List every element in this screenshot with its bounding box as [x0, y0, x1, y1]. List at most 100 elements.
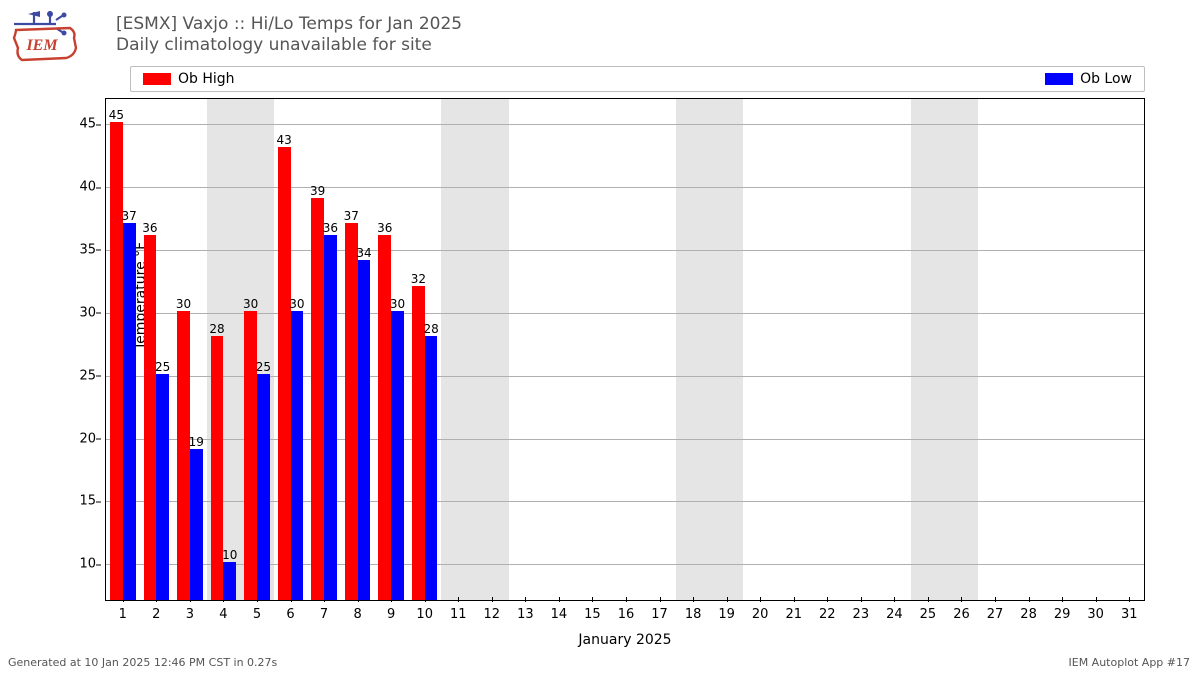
bar-high [278, 147, 291, 600]
weekend-band [441, 99, 475, 600]
bar-high-label: 30 [176, 297, 191, 311]
y-tick-label: 20 [56, 431, 96, 446]
bar-low-label: 30 [289, 297, 304, 311]
weekend-band [676, 99, 710, 600]
x-tick-label: 12 [477, 607, 507, 622]
y-tick-label: 30 [56, 305, 96, 320]
x-tick-label: 14 [544, 607, 574, 622]
y-tick-label: 40 [56, 180, 96, 195]
svg-text:IEM: IEM [25, 37, 58, 54]
x-tick-label: 11 [443, 607, 473, 622]
x-tick-label: 20 [745, 607, 775, 622]
footer-generated: Generated at 10 Jan 2025 12:46 PM CST in… [8, 656, 277, 669]
title-line-1: [ESMX] Vaxjo :: Hi/Lo Temps for Jan 2025 [116, 14, 462, 35]
gridline [106, 250, 1144, 251]
x-tick-label: 15 [577, 607, 607, 622]
weekend-band [945, 99, 979, 600]
weekend-band [475, 99, 509, 600]
bar-high [311, 198, 324, 600]
bar-low [324, 235, 337, 600]
legend-label-low: Ob Low [1080, 71, 1132, 87]
x-tick-label: 3 [175, 607, 205, 622]
x-tick-label: 2 [141, 607, 171, 622]
bar-high [110, 122, 123, 600]
bar-high-label: 39 [310, 184, 325, 198]
x-tick-label: 8 [343, 607, 373, 622]
x-tick-label: 9 [376, 607, 406, 622]
bar-low [156, 374, 169, 600]
bar-low-label: 10 [222, 548, 237, 562]
bar-low [425, 336, 438, 600]
x-tick-label: 10 [410, 607, 440, 622]
x-tick-label: 21 [779, 607, 809, 622]
bar-low-label: 25 [256, 360, 271, 374]
bar-low-label: 25 [155, 360, 170, 374]
legend-label-high: Ob High [178, 71, 235, 87]
x-tick-label: 6 [276, 607, 306, 622]
bar-low [358, 260, 371, 600]
bar-low [123, 223, 136, 600]
x-tick-label: 31 [1114, 607, 1144, 622]
x-tick-label: 7 [309, 607, 339, 622]
x-tick-label: 28 [1014, 607, 1044, 622]
bar-high-label: 30 [243, 297, 258, 311]
bar-high-label: 36 [142, 221, 157, 235]
x-tick-label: 13 [510, 607, 540, 622]
bar-low-label: 37 [122, 209, 137, 223]
gridline [106, 124, 1144, 125]
x-tick-label: 25 [913, 607, 943, 622]
title-line-2: Daily climatology unavailable for site [116, 35, 462, 56]
gridline [106, 187, 1144, 188]
x-tick-label: 4 [208, 607, 238, 622]
bar-low-label: 30 [390, 297, 405, 311]
legend-item-low: Ob Low [1045, 71, 1132, 87]
bar-low [291, 311, 304, 600]
bar-high-label: 36 [377, 221, 392, 235]
x-tick-label: 29 [1047, 607, 1077, 622]
bar-high [177, 311, 190, 600]
bar-low-label: 19 [189, 435, 204, 449]
x-tick-label: 17 [645, 607, 675, 622]
x-tick-label: 19 [712, 607, 742, 622]
x-tick-label: 23 [846, 607, 876, 622]
x-tick-label: 18 [678, 607, 708, 622]
x-tick-label: 26 [946, 607, 976, 622]
bar-high [244, 311, 257, 600]
bar-high-label: 43 [277, 133, 292, 147]
weekend-band [911, 99, 945, 600]
chart-titles: [ESMX] Vaxjo :: Hi/Lo Temps for Jan 2025… [116, 14, 462, 57]
bar-low-label: 36 [323, 221, 338, 235]
y-tick-label: 35 [56, 242, 96, 257]
y-tick-label: 45 [56, 117, 96, 132]
bar-high [144, 235, 157, 600]
legend-item-high: Ob High [143, 71, 235, 87]
bar-low [391, 311, 404, 600]
bar-low [257, 374, 270, 600]
legend-swatch-low [1045, 73, 1073, 85]
weekend-band [710, 99, 744, 600]
bar-low-label: 28 [423, 322, 438, 336]
bar-high-label: 32 [411, 272, 426, 286]
bar-low [190, 449, 203, 600]
gridline [106, 313, 1144, 314]
bar-high [345, 223, 358, 600]
bar-low-label: 34 [356, 246, 371, 260]
x-tick-label: 16 [611, 607, 641, 622]
bar-low [223, 562, 236, 600]
footer-app: IEM Autoplot App #17 [1069, 656, 1191, 669]
plot-area: Temperature °F January 2025 101520253035… [105, 98, 1145, 601]
x-tick-label: 1 [108, 607, 138, 622]
bar-high-label: 28 [209, 322, 224, 336]
x-tick-label: 5 [242, 607, 272, 622]
x-axis-label: January 2025 [578, 632, 671, 648]
y-tick-label: 10 [56, 557, 96, 572]
x-tick-label: 24 [879, 607, 909, 622]
legend: Ob High Ob Low [130, 66, 1145, 92]
bar-high-label: 37 [344, 209, 359, 223]
x-tick-label: 22 [812, 607, 842, 622]
y-tick-label: 15 [56, 494, 96, 509]
bar-high [378, 235, 391, 600]
legend-swatch-high [143, 73, 171, 85]
bar-high-label: 45 [109, 108, 124, 122]
y-tick-label: 25 [56, 368, 96, 383]
